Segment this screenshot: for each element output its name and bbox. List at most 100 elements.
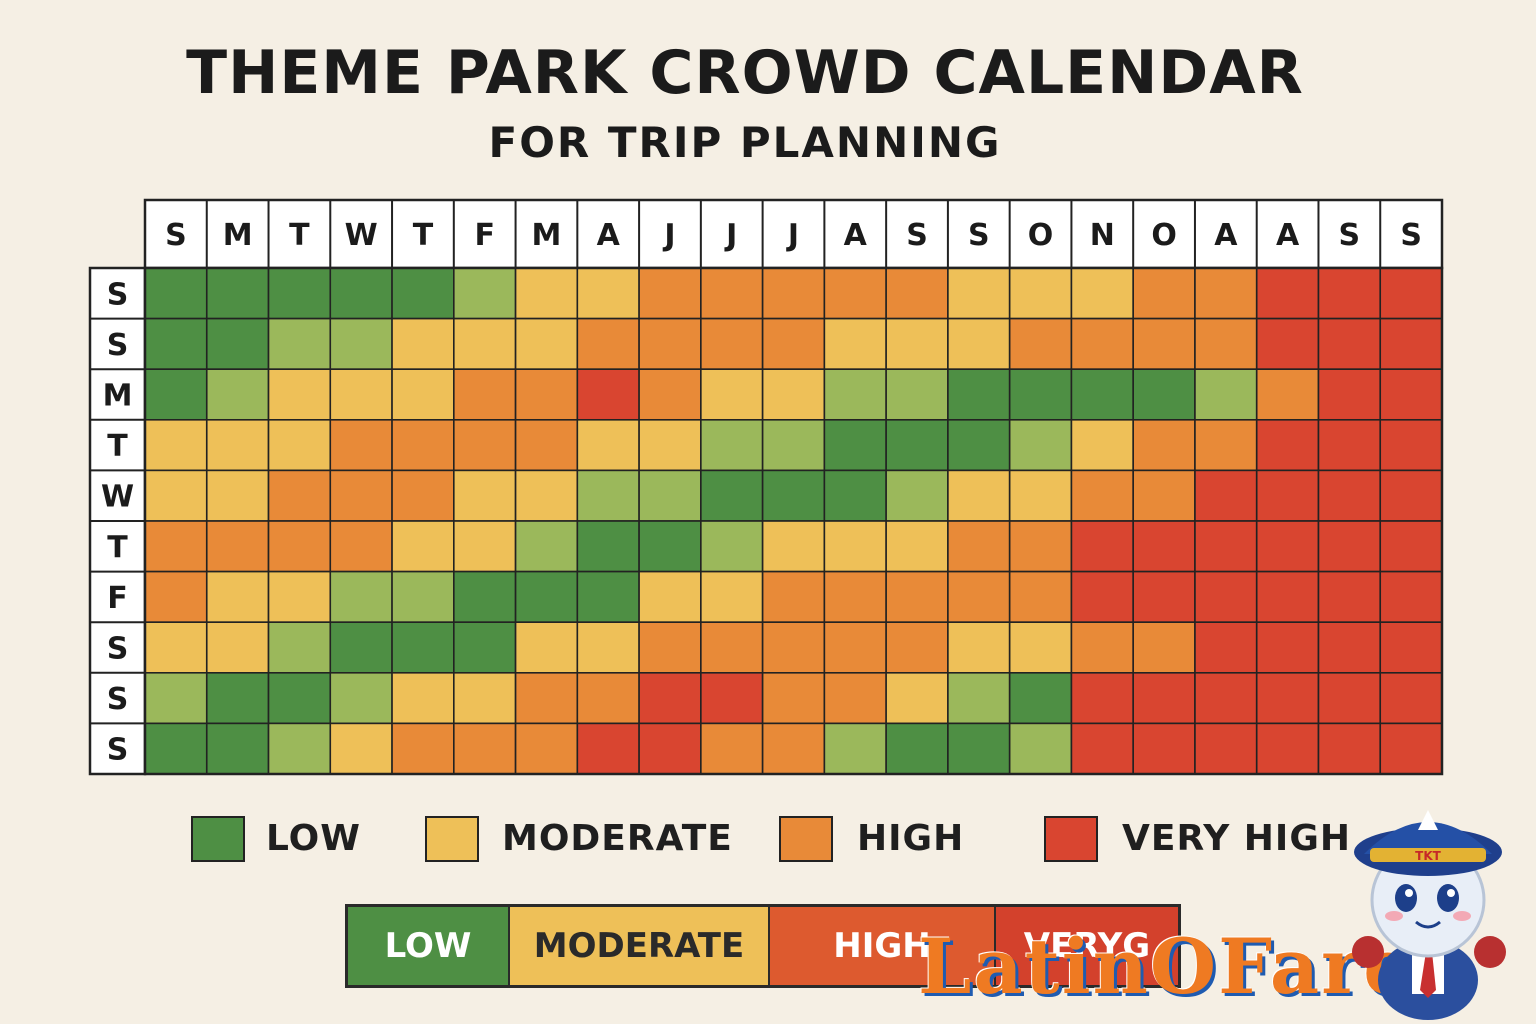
- row-label: T: [107, 429, 128, 464]
- heatmap-cell: [1132, 469, 1196, 522]
- heatmap-cell: [453, 469, 517, 522]
- heatmap-cell: [700, 368, 764, 421]
- heatmap-cell: [700, 469, 764, 522]
- heatmap-cell: [1317, 520, 1382, 573]
- heatmap-cell: [514, 570, 579, 623]
- column-label: A: [597, 218, 621, 253]
- heatmap-cell: [144, 418, 208, 472]
- heatmap-cell: [205, 418, 270, 472]
- column-label: M: [223, 218, 253, 253]
- column-label: M: [532, 218, 562, 253]
- column-label: J: [786, 218, 799, 253]
- heatmap-cell: [453, 317, 517, 371]
- legend-swatch-high: [779, 816, 833, 862]
- heatmap-cell: [1317, 317, 1382, 371]
- heatmap-cell: [267, 621, 332, 674]
- heatmap-cell: [267, 570, 332, 623]
- row-label: W: [101, 480, 134, 515]
- heatmap-cell: [638, 317, 702, 371]
- heatmap-cell: [700, 267, 764, 320]
- heatmap-cell: [391, 368, 455, 421]
- heatmap-cell: [947, 368, 1011, 421]
- column-label: J: [662, 218, 675, 253]
- heatmap-cell: [885, 317, 949, 371]
- heatmap-cell: [885, 418, 949, 472]
- column-label: T: [289, 218, 310, 253]
- heatmap-cell: [514, 722, 579, 775]
- heatmap-cell: [1379, 671, 1443, 725]
- heatmap-cell: [205, 317, 270, 371]
- heatmap-cell: [1379, 570, 1443, 623]
- heatmap-cell: [638, 570, 702, 623]
- heatmap-cell: [267, 418, 332, 472]
- heatmap-cell: [205, 722, 270, 775]
- heatmap-cell: [144, 317, 208, 371]
- heatmap-cell: [144, 722, 208, 775]
- heatmap-cell: [638, 722, 702, 775]
- heatmap-cell: [329, 267, 393, 320]
- heatmap-cell: [885, 368, 949, 421]
- heatmap-cell: [1008, 671, 1073, 725]
- heatmap-cell: [144, 621, 208, 674]
- heatmap-cell: [700, 520, 764, 573]
- heatmap-cell: [1132, 570, 1196, 623]
- heatmap-cell: [267, 267, 332, 320]
- heatmap-cell: [1379, 368, 1443, 421]
- chart-subtitle: FOR TRIP PLANNING: [488, 118, 1002, 167]
- heatmap-cell: [1070, 722, 1134, 775]
- chart-title: THEME PARK CROWD CALENDAR: [186, 38, 1304, 108]
- heatmap-cell: [514, 520, 579, 573]
- heatmap-cell: [947, 267, 1011, 320]
- heatmap-cell: [267, 469, 332, 522]
- heatmap-cell: [1070, 418, 1134, 472]
- heatmap-cell: [885, 267, 949, 320]
- heatmap-cell: [1008, 520, 1073, 573]
- row-label: S: [107, 277, 129, 312]
- heatmap-cell: [1379, 469, 1443, 522]
- heatmap-cell: [576, 368, 640, 421]
- heatmap-cell: [1070, 368, 1134, 421]
- heatmap-cell: [1008, 570, 1073, 623]
- heatmap-cell: [823, 469, 887, 522]
- column-label: S: [906, 218, 928, 253]
- heatmap-cell: [823, 267, 887, 320]
- heatmap-cell: [1317, 418, 1382, 472]
- heatmap-cell: [761, 621, 826, 674]
- watermark-logo: LatinOFare: [918, 922, 1414, 1011]
- heatmap-cell: [1132, 671, 1196, 725]
- heatmap-cell: [1132, 368, 1196, 421]
- heatmap-cell: [576, 621, 640, 674]
- heatmap-cell: [1194, 418, 1258, 472]
- heatmap-cell: [700, 317, 764, 371]
- heatmap-cell: [761, 722, 826, 775]
- heatmap-cell: [1379, 267, 1443, 320]
- heatmap-cell: [823, 722, 887, 775]
- heatmap-cell: [144, 267, 208, 320]
- heatmap-cell: [823, 317, 887, 371]
- column-label: O: [1028, 218, 1054, 253]
- heatmap-cell: [1379, 722, 1443, 775]
- heatmap-cell: [329, 469, 393, 522]
- heatmap-cell: [267, 671, 332, 725]
- heatmap-cell: [576, 520, 640, 573]
- heatmap-cell: [453, 267, 517, 320]
- heatmap-cell: [1317, 267, 1382, 320]
- heatmap-cell: [823, 570, 887, 623]
- heatmap-cell: [576, 722, 640, 775]
- column-label: T: [413, 218, 434, 253]
- heatmap-cell: [329, 368, 393, 421]
- heatmap-cell: [638, 520, 702, 573]
- heatmap-cell: [1255, 520, 1320, 573]
- heatmap-cell: [1194, 570, 1258, 623]
- heatmap-cell: [700, 671, 764, 725]
- heatmap-cell: [514, 671, 579, 725]
- heatmap-cell: [1194, 317, 1258, 371]
- heatmap-cell: [1379, 621, 1443, 674]
- heatmap-cell: [1008, 722, 1073, 775]
- column-label: N: [1090, 218, 1115, 253]
- heatmap-cell: [700, 621, 764, 674]
- heatmap-cell: [205, 469, 270, 522]
- heatmap-cell: [885, 570, 949, 623]
- row-label: T: [107, 530, 128, 565]
